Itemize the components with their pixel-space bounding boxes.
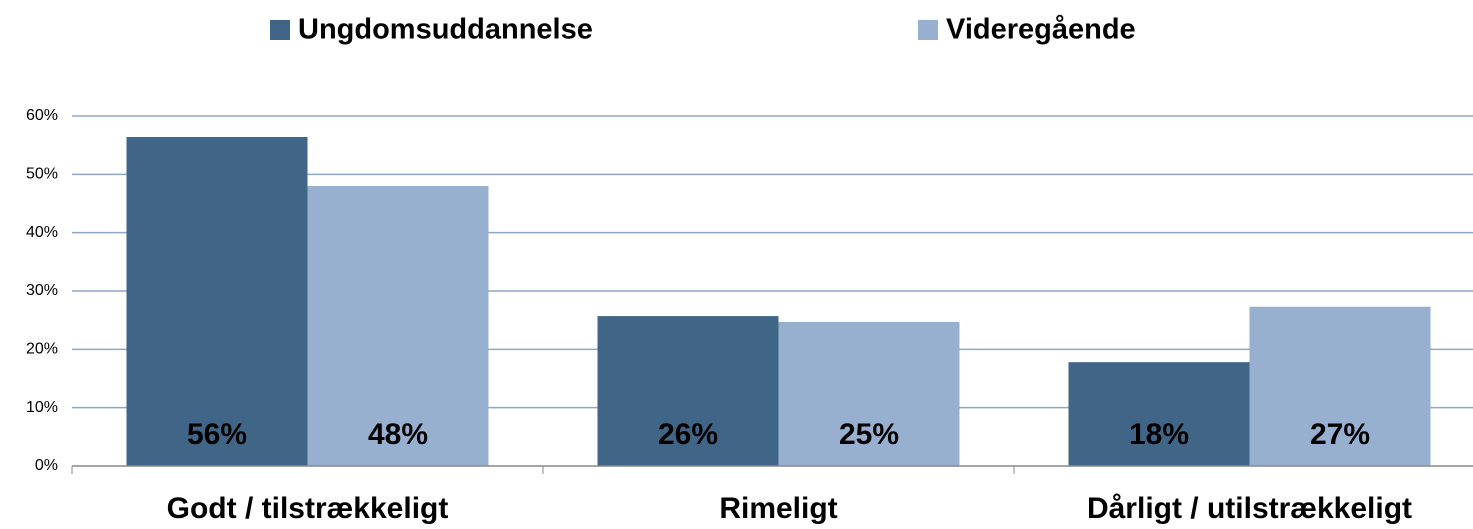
value-label: 56% bbox=[187, 418, 247, 451]
bar bbox=[597, 316, 779, 466]
x-tick-label: Rimeligt bbox=[719, 492, 837, 525]
legend-swatch bbox=[918, 20, 938, 40]
y-tick-label: 10% bbox=[26, 399, 58, 416]
legend-label: Ungdomsuddannelse bbox=[298, 14, 593, 46]
bar bbox=[1249, 306, 1431, 466]
y-tick-label: 50% bbox=[26, 166, 58, 183]
y-tick-label: 0% bbox=[35, 457, 58, 474]
value-label: 27% bbox=[1310, 418, 1370, 451]
value-label: 26% bbox=[658, 418, 718, 451]
value-label: 18% bbox=[1129, 418, 1189, 451]
y-tick-label: 30% bbox=[26, 282, 58, 299]
value-label: 48% bbox=[368, 418, 428, 451]
x-tick-label: Godt / tilstrækkeligt bbox=[167, 492, 449, 525]
bar bbox=[1068, 362, 1250, 466]
legend-swatch bbox=[270, 20, 290, 40]
y-tick-label: 20% bbox=[26, 341, 58, 358]
value-label: 25% bbox=[839, 418, 899, 451]
bar bbox=[778, 321, 960, 466]
y-tick-label: 60% bbox=[26, 107, 58, 124]
y-tick-label: 40% bbox=[26, 224, 58, 241]
x-tick-label: Dårligt / utilstrækkeligt bbox=[1087, 492, 1412, 525]
bar bbox=[126, 137, 308, 466]
legend-label: Videregående bbox=[946, 14, 1136, 46]
bar bbox=[307, 186, 489, 466]
